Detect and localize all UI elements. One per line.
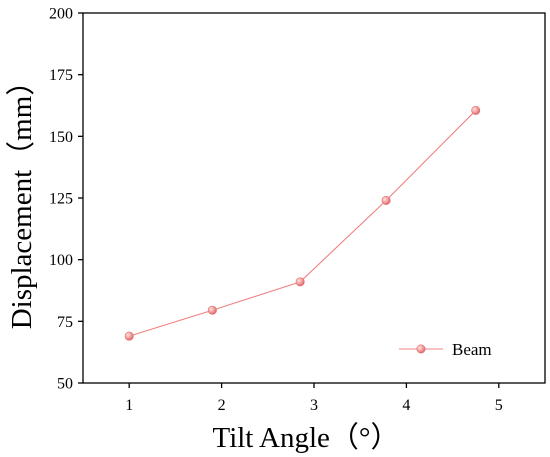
x-tick-label: 2	[218, 397, 226, 414]
x-tick-label: 5	[495, 397, 503, 414]
data-point	[471, 105, 481, 115]
y-tick-label: 150	[49, 129, 73, 146]
y-tick-label: 125	[49, 191, 73, 208]
series-line	[129, 110, 477, 337]
data-point	[124, 331, 134, 341]
y-tick-label: 175	[49, 67, 73, 84]
legend-marker	[416, 344, 426, 354]
x-tick-label: 3	[310, 397, 318, 414]
data-point	[207, 305, 217, 315]
y-tick-label: 100	[49, 252, 73, 269]
x-axis-title: Tilt Angle（°）	[213, 422, 400, 454]
y-axis-title: Displacement（mm）	[6, 67, 38, 330]
y-tick-label: 200	[49, 6, 73, 23]
plot-frame	[82, 12, 546, 384]
x-tick-label: 4	[402, 397, 410, 414]
data-point	[381, 195, 391, 205]
y-tick-label: 50	[57, 376, 73, 393]
legend-label: Beam	[452, 340, 492, 359]
y-axis: 50 75 100 125 150 175 200	[49, 6, 83, 393]
plot-area-border	[82, 12, 546, 384]
x-axis: 1 2 3 4 5	[125, 383, 503, 414]
y-tick-label: 75	[57, 314, 73, 331]
data-point	[295, 277, 305, 287]
x-tick-label: 1	[125, 397, 133, 414]
series-beam	[124, 105, 481, 341]
legend: Beam	[399, 340, 492, 359]
